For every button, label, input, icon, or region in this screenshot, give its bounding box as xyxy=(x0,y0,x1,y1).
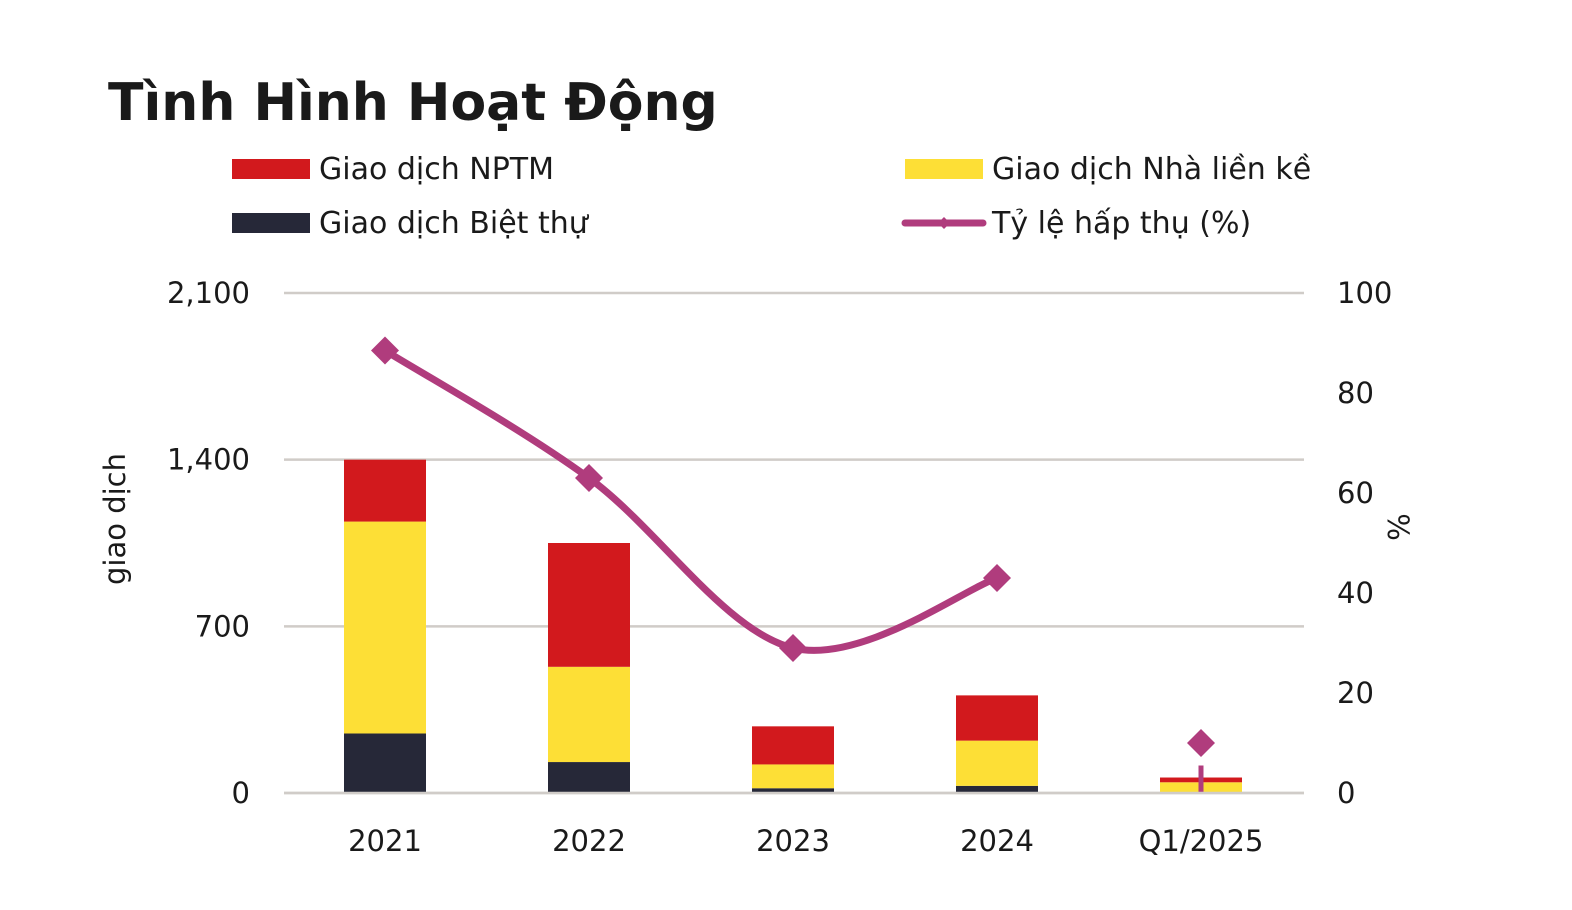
y-axis-label-right: % xyxy=(1381,513,1415,541)
x-tick-label: 2024 xyxy=(960,824,1034,858)
bar-segment xyxy=(956,740,1038,786)
bar-segment xyxy=(548,666,630,763)
absorption-marker xyxy=(575,464,603,492)
x-tick-label: 2021 xyxy=(348,824,422,858)
legend-swatch xyxy=(905,159,983,179)
y-axis-label-left: giao dịch xyxy=(98,453,132,585)
y-tick-label-left: 0 xyxy=(232,776,250,810)
y-tick-label-left: 700 xyxy=(195,609,250,643)
absorption-marker xyxy=(1187,729,1215,757)
absorption-line xyxy=(371,336,1215,793)
bar-segment xyxy=(752,788,834,793)
bar-segment xyxy=(548,543,630,667)
bar-segment xyxy=(344,521,426,734)
legend-label: Giao dịch Biệt thự xyxy=(319,206,590,241)
x-tick-label: 2022 xyxy=(552,824,626,858)
y-tick-label-left: 1,400 xyxy=(167,443,250,477)
gridlines xyxy=(284,291,1304,795)
bar-segment xyxy=(344,459,426,522)
legend-label: Tỷ lệ hấp thụ (%) xyxy=(991,206,1251,241)
y-tick-label-right: 20 xyxy=(1337,676,1374,710)
y-tick-label-right: 100 xyxy=(1337,276,1392,310)
bar-segment xyxy=(956,695,1038,741)
x-tick-label: 2023 xyxy=(756,824,830,858)
bar-segment xyxy=(344,733,426,793)
axes: 0 700 1,400 2,100 0 20 40 60 80 100 2021 2022 2023 20… xyxy=(98,276,1415,858)
legend-swatch xyxy=(232,159,310,179)
absorption-marker xyxy=(779,634,807,662)
y-tick-label-left: 2,100 xyxy=(167,276,250,310)
absorption-marker xyxy=(983,564,1011,592)
y-tick-label-right: 60 xyxy=(1337,476,1374,510)
bar-segment xyxy=(548,762,630,793)
y-tick-label-right: 0 xyxy=(1337,776,1355,810)
bar-segment xyxy=(752,764,834,789)
bar-segment xyxy=(956,785,1038,793)
y-tick-label-right: 80 xyxy=(1337,376,1374,410)
absorption-line-path xyxy=(381,347,1001,654)
legend-swatch xyxy=(232,213,310,233)
bar-segment xyxy=(752,726,834,765)
absorption-marker xyxy=(371,336,399,365)
y-tick-label-right: 40 xyxy=(1337,576,1374,610)
bars xyxy=(344,459,1242,793)
legend-label: Giao dịch NPTM xyxy=(319,152,554,187)
chart-title: Tình Hình Hoạt Động xyxy=(108,73,718,133)
legend: Giao dịch NPTM Giao dịch Nhà liền kề Giao … xyxy=(232,152,1311,241)
x-tick-label: Q1/2025 xyxy=(1139,824,1264,858)
legend-label: Giao dịch Nhà liền kề xyxy=(992,152,1311,187)
legend-swatch-marker xyxy=(938,217,950,229)
